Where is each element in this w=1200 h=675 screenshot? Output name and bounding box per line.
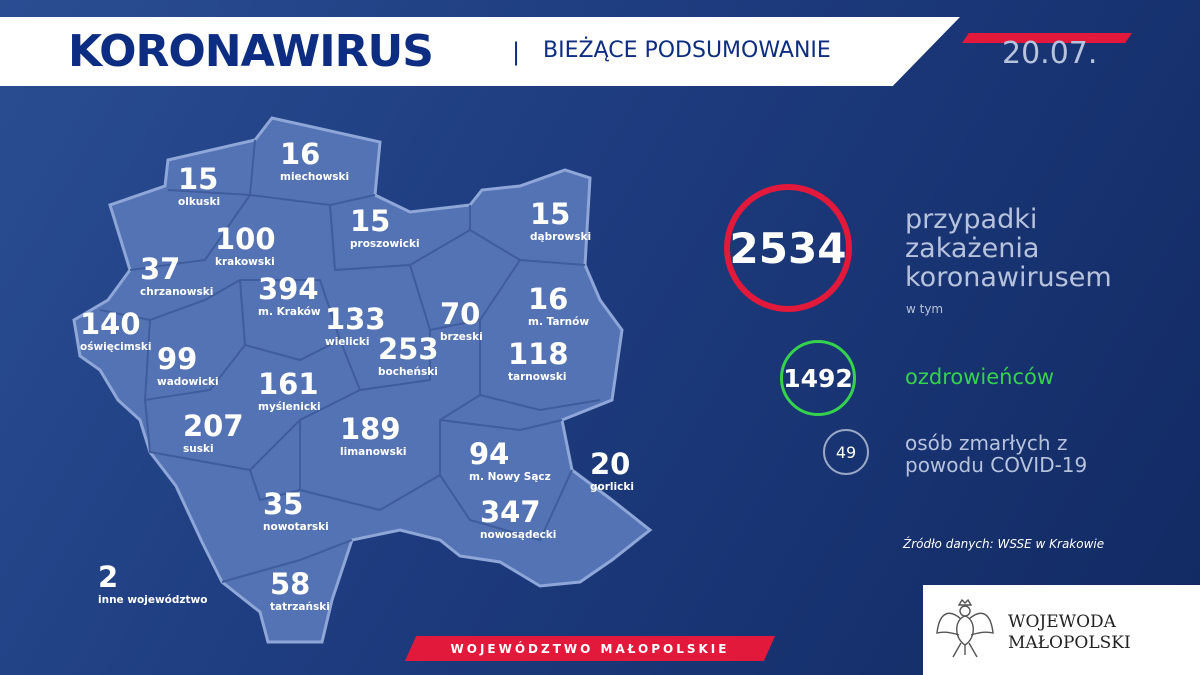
district-label: 94 m. Nowy Sącz — [469, 440, 551, 483]
district-count: 2 — [98, 560, 119, 594]
district-label: 133 wielicki — [325, 305, 386, 348]
district-name: wadowicki — [157, 376, 219, 388]
district-name: brzeski — [440, 331, 483, 343]
district-name: tatrzański — [270, 601, 330, 613]
cases-circle: 2534 — [724, 184, 852, 312]
title-separator: | — [512, 38, 521, 66]
district-count: 161 — [258, 367, 319, 401]
region-outline — [72, 116, 653, 644]
district-label: 161 myślenicki — [258, 370, 321, 413]
district-count: 16 — [528, 282, 569, 316]
district-count: 15 — [178, 162, 219, 196]
district-name: limanowski — [340, 446, 407, 458]
deaths-circle: 49 — [823, 429, 869, 475]
district-name: proszowicki — [350, 238, 420, 250]
district-count: 100 — [215, 222, 276, 256]
district-label: 15 olkuski — [178, 165, 220, 208]
data-source: Źródło danych: WSSE w Krakowie — [903, 537, 1105, 551]
cases-label: przypadki zakażenia koronawirusem — [905, 204, 1112, 293]
district-label: 15 proszowicki — [350, 207, 420, 250]
district-count: 20 — [590, 447, 631, 481]
district-count: 58 — [270, 567, 311, 601]
page-subtitle: BIEŻĄCE PODSUMOWANIE — [543, 38, 831, 63]
recovered-circle: 1492 — [780, 340, 856, 416]
district-name: wielicki — [325, 336, 370, 348]
district-borders — [99, 139, 601, 583]
district-name: tarnowski — [508, 371, 567, 383]
district-count: 133 — [325, 302, 386, 336]
district-label: 100 krakowski — [215, 225, 276, 268]
of-which-label: w tym — [906, 302, 944, 316]
district-label: 20 gorlicki — [590, 450, 634, 493]
district-label: 16 m. Tarnów — [528, 285, 589, 328]
district-label: 99 wadowicki — [157, 345, 219, 388]
district-name: gorlicki — [590, 481, 634, 493]
district-name: m. Nowy Sącz — [469, 471, 551, 483]
district-count: 394 — [258, 272, 319, 306]
district-label: 35 nowotarski — [263, 490, 329, 533]
district-count: 37 — [140, 252, 181, 286]
district-label: 253 bocheński — [378, 335, 439, 378]
district-count: 118 — [508, 337, 569, 371]
district-label: 207 suski — [183, 412, 244, 455]
district-count: 94 — [469, 437, 510, 471]
eagle-emblem-icon — [936, 598, 994, 658]
district-name: nowotarski — [263, 521, 329, 533]
logo-line-2: MAŁOPOLSKI — [1008, 633, 1131, 653]
district-count: 140 — [80, 307, 141, 341]
voivode-logo: WOJEWODA MAŁOPOLSKI — [923, 585, 1200, 675]
district-label: 394 m. Kraków — [258, 275, 321, 318]
district-name: m. Tarnów — [528, 316, 590, 328]
deaths-label: osób zmarłych z powodu COVID-19 — [905, 431, 1088, 477]
date: 20.07. — [1002, 36, 1098, 71]
district-name: myślenicki — [258, 401, 321, 413]
district-name: krakowski — [215, 256, 275, 268]
district-name: dąbrowski — [530, 231, 592, 243]
district-label: 37 chrzanowski — [140, 255, 213, 298]
district-count: 347 — [480, 495, 541, 529]
district-count: 16 — [280, 137, 321, 171]
district-count: 253 — [378, 332, 439, 366]
district-label: 140 oświęcimski — [80, 310, 151, 353]
district-name: oświęcimski — [80, 341, 152, 353]
district-count: 15 — [530, 197, 571, 231]
district-label: 16 miechowski — [280, 140, 349, 183]
accent-stripe — [962, 33, 1132, 43]
header-bar — [0, 17, 960, 86]
district-label: 2 inne województwo — [98, 563, 207, 606]
district-name: inne województwo — [98, 594, 208, 606]
district-count: 207 — [183, 409, 244, 443]
logo-line-1: WOJEWODA — [1008, 612, 1116, 632]
district-count: 189 — [340, 412, 401, 446]
district-count: 35 — [263, 487, 304, 521]
district-label: 347 nowosądecki — [480, 498, 556, 541]
district-name: suski — [183, 443, 214, 455]
district-name: m. Kraków — [258, 306, 321, 318]
district-label: 118 tarnowski — [508, 340, 569, 383]
district-name: olkuski — [178, 196, 221, 208]
district-name: chrzanowski — [140, 286, 214, 298]
district-label: 189 limanowski — [340, 415, 406, 458]
recovered-label: ozdrowieńców — [905, 365, 1055, 389]
district-count: 15 — [350, 204, 391, 238]
district-label: 15 dąbrowski — [530, 200, 591, 243]
district-label: 58 tatrzański — [270, 570, 330, 613]
page-title: KORONAWIRUS — [68, 26, 434, 77]
district-name: nowosądecki — [480, 529, 557, 541]
district-name: bocheński — [378, 366, 438, 378]
district-name: miechowski — [280, 171, 350, 183]
district-count: 70 — [440, 297, 481, 331]
district-count: 99 — [157, 342, 198, 376]
district-label: 70 brzeski — [440, 300, 483, 343]
region-banner: WOJEWÓDZTWO MAŁOPOLSKIE — [405, 636, 775, 661]
